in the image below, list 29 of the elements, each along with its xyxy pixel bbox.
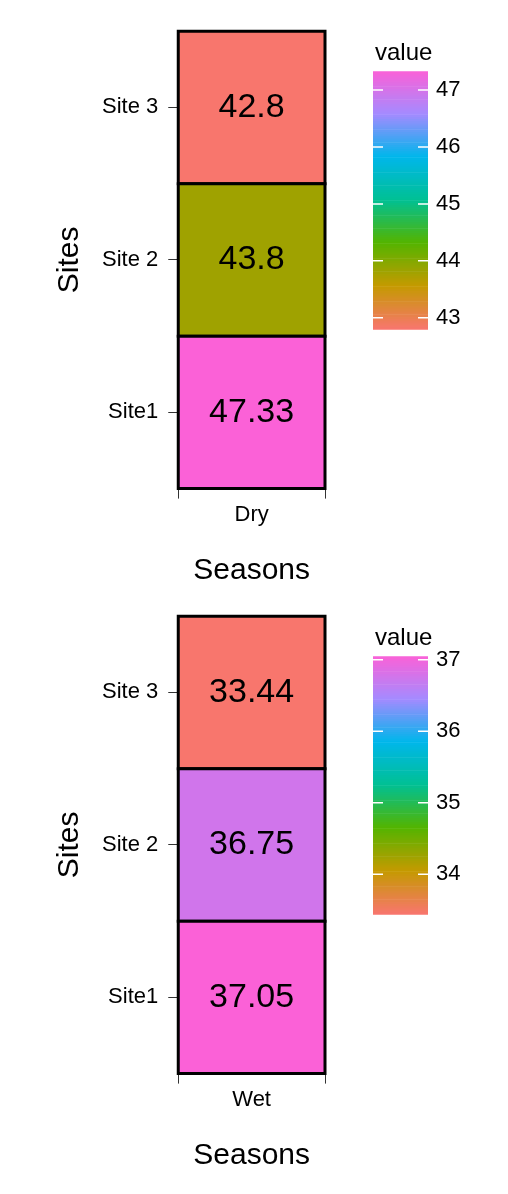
x-tick-label: Wet [232, 1085, 271, 1111]
color-bar-label: 35 [436, 788, 461, 814]
x-axis-title: Seasons [193, 1137, 310, 1171]
data-label: 36.75 [209, 823, 295, 862]
color-bar-label: 36 [436, 717, 461, 743]
data-label: 47.33 [209, 390, 295, 429]
y-tick-label: Site1 [108, 398, 159, 424]
y-tick-label: Site 2 [101, 830, 159, 856]
color-bar-title: value [375, 622, 433, 650]
color-bar-title: value [375, 37, 433, 65]
color-bar-label: 43 [436, 303, 461, 329]
data-label: 42.8 [218, 85, 285, 124]
color-bar-label: 47 [436, 76, 461, 102]
data-label: 43.8 [218, 238, 285, 277]
x-axis-title: Seasons [193, 552, 310, 586]
y-tick-label: Site 3 [101, 93, 159, 119]
y-tick-label: Site 3 [101, 678, 159, 704]
color-bar-label: 44 [436, 246, 461, 272]
x-tick-label: Dry [234, 500, 269, 526]
y-tick-label: Site 2 [101, 245, 159, 271]
color-bar-label: 46 [436, 133, 461, 159]
y-tick-label: Site1 [108, 983, 159, 1009]
color-bar-label: 37 [436, 645, 461, 671]
color-bar-label: 45 [436, 189, 461, 215]
color-bar-label: 34 [436, 860, 461, 886]
y-axis-title: Sites [51, 226, 85, 294]
y-axis-title: Sites [51, 811, 85, 879]
data-label: 37.05 [209, 975, 295, 1014]
data-label: 33.44 [209, 670, 295, 709]
